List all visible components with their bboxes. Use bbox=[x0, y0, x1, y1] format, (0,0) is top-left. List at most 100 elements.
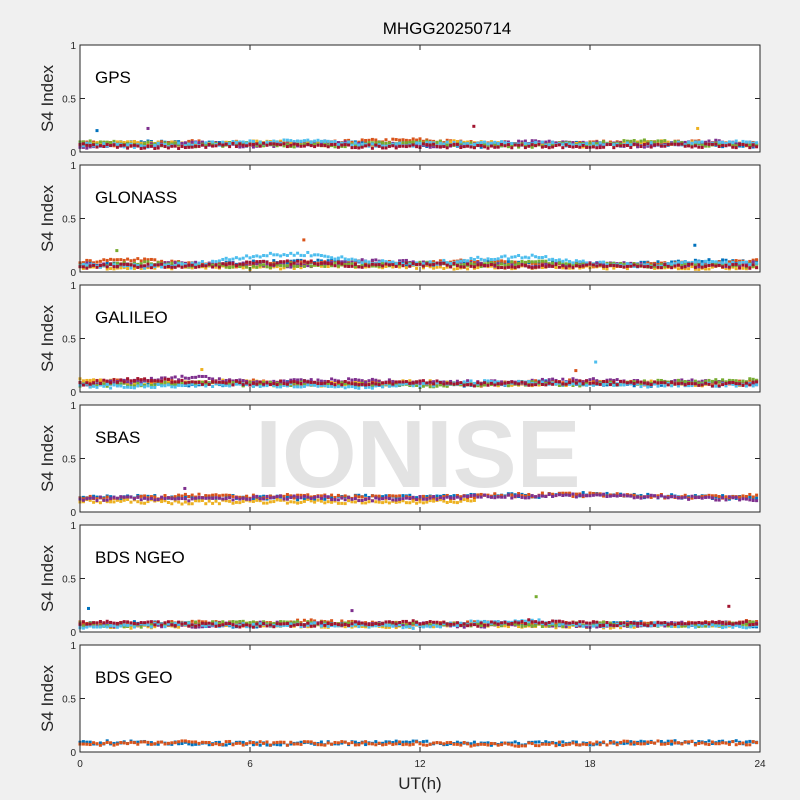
data-point bbox=[122, 145, 126, 149]
data-point bbox=[143, 266, 147, 270]
data-point bbox=[591, 383, 595, 387]
data-point bbox=[136, 495, 140, 499]
data-point bbox=[625, 494, 629, 498]
data-point bbox=[415, 501, 419, 505]
data-point bbox=[381, 497, 385, 501]
data-point bbox=[258, 140, 262, 144]
data-point bbox=[734, 146, 738, 150]
data-point bbox=[275, 261, 279, 265]
data-point bbox=[561, 377, 565, 381]
data-point bbox=[693, 140, 697, 144]
data-point bbox=[568, 266, 572, 270]
data-point bbox=[411, 499, 415, 503]
data-point bbox=[105, 382, 109, 386]
data-point bbox=[275, 142, 279, 146]
data-point bbox=[547, 378, 551, 382]
data-point bbox=[126, 263, 130, 267]
data-point bbox=[731, 263, 735, 267]
data-point bbox=[459, 499, 463, 503]
data-point bbox=[738, 382, 742, 386]
data-point bbox=[751, 264, 755, 268]
data-point bbox=[513, 143, 517, 147]
data-point bbox=[347, 499, 351, 503]
data-point bbox=[717, 145, 721, 149]
data-point bbox=[673, 495, 677, 499]
data-point bbox=[126, 380, 130, 384]
data-point bbox=[608, 262, 612, 266]
data-point bbox=[330, 264, 334, 268]
data-point bbox=[313, 380, 317, 384]
data-point bbox=[268, 142, 272, 146]
data-point bbox=[724, 380, 728, 384]
data-point bbox=[330, 498, 334, 502]
data-point bbox=[136, 257, 140, 261]
data-point bbox=[119, 378, 123, 382]
data-point bbox=[717, 384, 721, 388]
data-point bbox=[612, 383, 616, 387]
data-point bbox=[139, 266, 143, 270]
data-point bbox=[411, 262, 415, 266]
data-point bbox=[289, 500, 293, 504]
data-point bbox=[180, 502, 184, 506]
data-point bbox=[330, 377, 334, 381]
data-point bbox=[377, 383, 381, 387]
data-point bbox=[381, 141, 385, 145]
data-point bbox=[690, 378, 694, 382]
data-point bbox=[408, 379, 412, 383]
data-point bbox=[272, 144, 276, 148]
data-point bbox=[105, 261, 109, 265]
data-point bbox=[207, 143, 211, 147]
data-point bbox=[92, 261, 96, 265]
data-point bbox=[88, 259, 92, 263]
data-point bbox=[170, 382, 174, 386]
data-point bbox=[588, 378, 592, 382]
data-point bbox=[744, 494, 748, 498]
data-point bbox=[340, 381, 344, 385]
data-point bbox=[350, 257, 354, 261]
data-point bbox=[326, 265, 330, 269]
data-point bbox=[207, 382, 211, 386]
y-tick-label: 0 bbox=[70, 148, 76, 159]
data-point bbox=[285, 380, 289, 384]
data-point bbox=[551, 382, 555, 386]
data-point bbox=[432, 142, 436, 146]
data-point bbox=[639, 380, 643, 384]
data-point bbox=[129, 266, 133, 270]
data-point bbox=[483, 493, 487, 497]
data-point bbox=[319, 261, 323, 265]
data-point bbox=[119, 143, 123, 147]
data-point bbox=[731, 382, 735, 386]
data-point bbox=[683, 265, 687, 269]
data-point bbox=[428, 145, 432, 149]
data-point bbox=[571, 145, 575, 149]
data-point bbox=[537, 494, 541, 498]
data-point bbox=[258, 260, 262, 264]
data-point bbox=[136, 379, 140, 383]
data-point bbox=[469, 143, 473, 147]
data-point bbox=[245, 494, 249, 498]
data-point bbox=[139, 146, 143, 150]
data-point bbox=[299, 496, 303, 500]
data-point bbox=[649, 145, 653, 149]
data-point bbox=[251, 381, 255, 385]
data-point bbox=[299, 383, 303, 387]
data-point bbox=[551, 141, 555, 145]
data-point bbox=[530, 494, 534, 498]
data-point bbox=[653, 263, 657, 267]
data-point bbox=[574, 259, 578, 263]
data-point bbox=[112, 139, 116, 143]
data-point bbox=[666, 262, 670, 266]
data-point bbox=[425, 495, 429, 499]
data-point bbox=[272, 383, 276, 387]
data-point bbox=[700, 260, 704, 264]
data-point bbox=[177, 500, 181, 504]
data-point bbox=[381, 261, 385, 265]
data-point bbox=[738, 261, 742, 265]
data-point bbox=[177, 262, 181, 266]
data-point bbox=[483, 258, 487, 262]
data-point bbox=[136, 384, 140, 388]
data-point-spike bbox=[574, 369, 578, 373]
data-point bbox=[517, 261, 521, 265]
data-point bbox=[629, 263, 633, 267]
data-point bbox=[343, 263, 347, 267]
